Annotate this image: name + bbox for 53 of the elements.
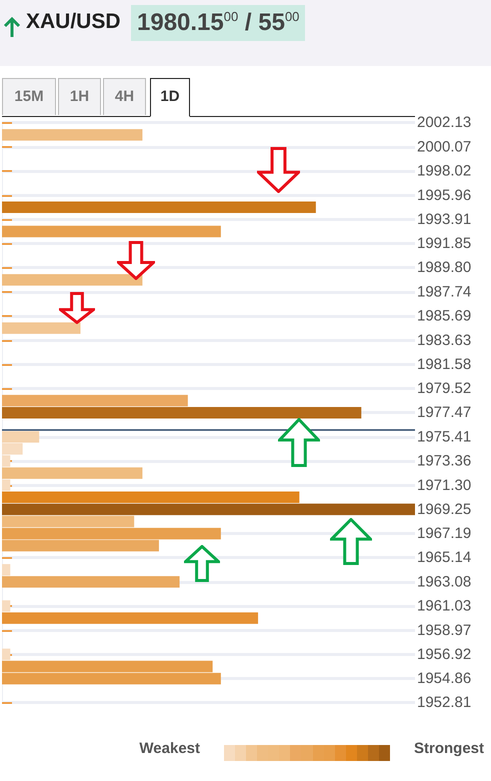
y-tick-label: 1998.02 [417, 162, 472, 180]
y-tick-label: 1995.96 [417, 186, 472, 204]
y-tick-label: 2000.07 [417, 138, 472, 156]
y-tick-label: 1952.81 [417, 694, 472, 712]
y-tick-label: 1958.97 [417, 622, 472, 639]
y-tick-label: 1956.92 [417, 646, 472, 663]
bar [2, 394, 188, 406]
y-tick-label: 1965.14 [417, 549, 472, 566]
text: 15M [2, 78, 56, 115]
y-tick-label: 1987.74 [417, 283, 472, 300]
text: Strongest [414, 740, 484, 757]
text: 4H [103, 78, 146, 115]
chart-title: XAU/USD [26, 10, 121, 34]
y-tick-label: 1961.03 [417, 598, 472, 615]
bar [2, 467, 142, 479]
y-tick-label: 1983.63 [417, 332, 472, 349]
bar [2, 504, 415, 516]
bar [2, 492, 300, 504]
y-tick-label: 1985.69 [417, 308, 472, 325]
bar [2, 480, 10, 492]
text: 1D [150, 78, 190, 117]
bar [2, 516, 134, 528]
bar [2, 528, 221, 540]
bar [2, 540, 159, 552]
bar [2, 576, 180, 588]
bar [2, 648, 10, 660]
bar [2, 274, 142, 286]
bar [2, 202, 316, 214]
bar [2, 226, 221, 238]
y-tick-label: 1975.41 [417, 428, 472, 446]
y-tick-label: 1993.91 [417, 210, 472, 228]
bar [2, 431, 40, 443]
bar [2, 406, 362, 418]
y-tick-label: 2002.13 [417, 114, 472, 132]
y-tick-label: 1991.85 [417, 235, 472, 252]
y-tick-label: 1977.47 [417, 404, 472, 422]
bar [2, 129, 142, 141]
bar [2, 612, 258, 624]
y-tick-label: 1967.19 [417, 525, 472, 542]
bar [2, 322, 80, 334]
text: Weakest [139, 740, 200, 757]
text: 1H [58, 78, 101, 115]
y-tick-label: 1981.58 [417, 356, 472, 373]
y-tick-label: 1963.08 [417, 573, 472, 590]
bar [2, 600, 10, 612]
chart-subtitle: 1980.15$^{00}$ / 55$^{00}$ [131, 5, 306, 41]
y-tick-label: 1979.52 [417, 380, 472, 398]
y-tick-label: 1954.86 [417, 670, 472, 688]
y-tick-label: 1973.36 [417, 452, 472, 470]
y-tick-label: 1971.30 [417, 476, 472, 494]
bar [2, 564, 10, 576]
y-tick-label: 1969.25 [417, 500, 472, 518]
y-tick-label: 1989.80 [417, 259, 472, 276]
